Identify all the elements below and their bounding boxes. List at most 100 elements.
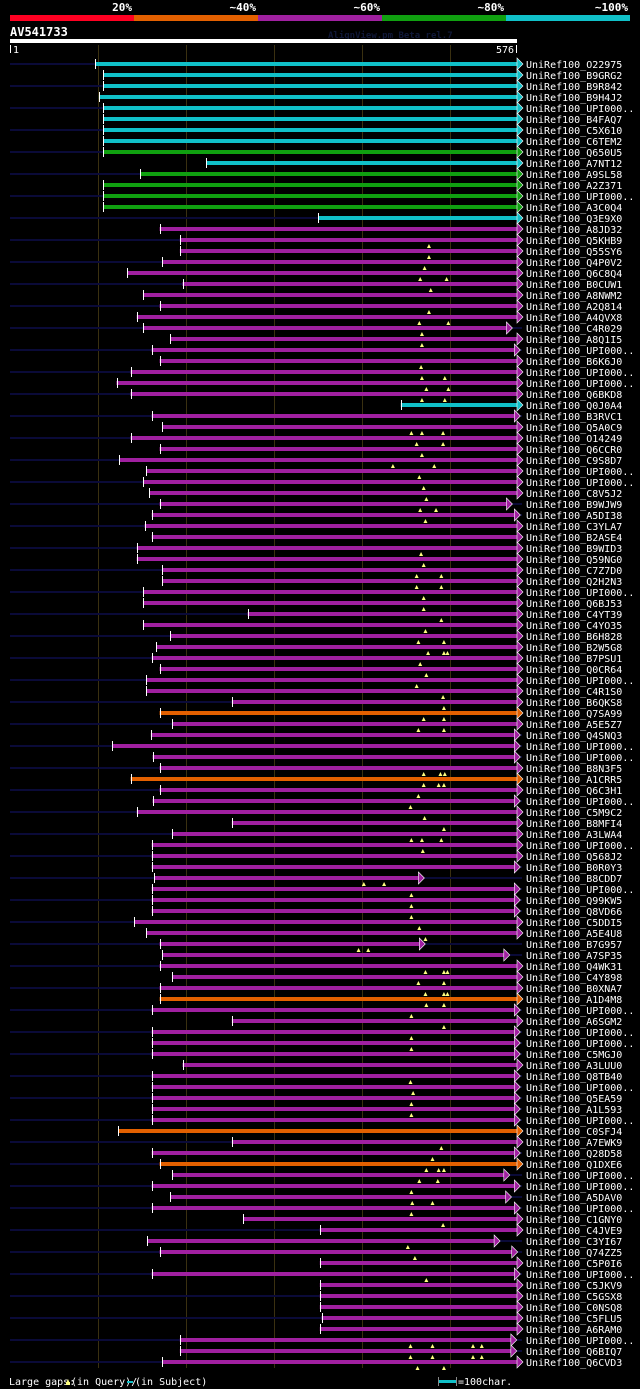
hit-label[interactable]: UniRef100_A7EWK9	[526, 1138, 622, 1149]
alignment-row[interactable]: UniRef100_C0SFJ4	[118, 1124, 622, 1138]
hit-label[interactable]: UniRef100_A2Q814	[526, 302, 622, 313]
alignment-row[interactable]: UniRef100_Q5EA59	[10, 1091, 622, 1106]
alignment-row[interactable]: UniRef100_Q99KW5	[10, 893, 622, 908]
hit-label[interactable]: UniRef100_C3YLA7	[526, 522, 622, 533]
alignment-row[interactable]: UniRef100_A5DI38	[151, 508, 623, 523]
alignment-row[interactable]: UniRef100_A1D4M8	[159, 992, 623, 1007]
hit-label[interactable]: UniRef100_B6QKS8	[526, 698, 622, 709]
hit-label[interactable]: UniRef100_Q4SNQ3	[526, 731, 622, 742]
alignment-row[interactable]: UniRef100_UPI000..	[10, 475, 634, 490]
hit-label[interactable]: UniRef100_UPI000..	[526, 588, 634, 599]
alignment-row[interactable]: UniRef100_UPI000..	[152, 750, 635, 764]
alignment-row[interactable]: UniRef100_Q59NG0	[136, 552, 623, 567]
hit-label[interactable]: UniRef100_UPI000..	[526, 1204, 634, 1215]
alignment-row[interactable]: UniRef100_Q8TB40	[10, 1069, 622, 1084]
alignment-row[interactable]: UniRef100_UPI000..	[146, 464, 634, 479]
alignment-row[interactable]: UniRef100_Q4P0V2	[10, 255, 622, 270]
hit-label[interactable]: UniRef100_B4FAQ7	[526, 115, 622, 126]
hit-label[interactable]: UniRef100_UPI000..	[526, 742, 634, 753]
alignment-row[interactable]: UniRef100_A3C0Q4	[103, 200, 622, 214]
alignment-row[interactable]: UniRef100_Q74ZZ5	[10, 1245, 622, 1260]
alignment-row[interactable]: UniRef100_C4R1S0	[146, 684, 622, 699]
alignment-row[interactable]: UniRef100_A8NWM2	[142, 288, 622, 302]
hit-label[interactable]: UniRef100_A8NWM2	[526, 291, 622, 302]
alignment-row[interactable]: UniRef100_B9WJW9	[10, 497, 622, 512]
hit-label[interactable]: UniRef100_B0XNA7	[526, 984, 622, 995]
alignment-row[interactable]: UniRef100_Q6C3H1	[10, 783, 622, 798]
hit-label[interactable]: UniRef100_B8N3F5	[526, 764, 622, 775]
alignment-row[interactable]: UniRef100_Q568J2	[10, 849, 622, 863]
hit-label[interactable]: UniRef100_C4Y898	[526, 973, 622, 984]
alignment-row[interactable]: UniRef100_B9GRG2	[103, 68, 622, 82]
hit-label[interactable]: UniRef100_C6TEM2	[526, 137, 622, 148]
hit-label[interactable]: UniRef100_UPI000..	[526, 467, 634, 478]
alignment-row[interactable]: UniRef100_B3RVC1	[10, 409, 622, 423]
hit-label[interactable]: UniRef100_Q5A0C9	[526, 423, 622, 434]
hit-label[interactable]: UniRef100_A5DI38	[526, 511, 622, 522]
hit-label[interactable]: UniRef100_UPI000..	[526, 841, 634, 852]
hit-label[interactable]: UniRef100_B2W5G8	[526, 643, 622, 654]
hit-label[interactable]: UniRef100_C5DDI5	[526, 918, 622, 929]
alignment-row[interactable]: UniRef100_C5M9C2	[10, 805, 622, 820]
hit-label[interactable]: UniRef100_Q28D58	[526, 1149, 622, 1160]
alignment-row[interactable]: UniRef100_UPI000..	[10, 1179, 634, 1194]
hit-label[interactable]: UniRef100_Q0CR64	[526, 665, 622, 676]
alignment-row[interactable]: UniRef100_UPI000..	[10, 343, 634, 357]
alignment-row[interactable]: UniRef100_B0XNA7	[10, 981, 622, 996]
alignment-row[interactable]: UniRef100_A5E5Z7	[10, 717, 622, 732]
alignment-row[interactable]: UniRef100_UPI000..	[10, 189, 634, 203]
hit-label[interactable]: UniRef100_UPI000..	[526, 346, 634, 357]
alignment-row[interactable]: UniRef100_A5DAV0	[170, 1190, 622, 1205]
alignment-row[interactable]: UniRef100_C5DDI5	[10, 915, 622, 930]
hit-label[interactable]: UniRef100_Q650U5	[526, 148, 622, 159]
hit-label[interactable]: UniRef100_A3LUU0	[526, 1061, 622, 1072]
alignment-row[interactable]: UniRef100_B0CUW1	[10, 277, 622, 292]
hit-label[interactable]: UniRef100_B7PSU1	[526, 654, 622, 665]
alignment-row[interactable]: UniRef100_Q5KHB9	[10, 233, 622, 248]
alignment-row[interactable]: UniRef100_Q6C8Q4	[127, 266, 622, 281]
alignment-row[interactable]: UniRef100_O22975	[10, 57, 622, 71]
hit-label[interactable]: UniRef100_UPI000..	[526, 1116, 634, 1127]
hit-label[interactable]: UniRef100_C5M9C2	[526, 808, 622, 819]
alignment-row[interactable]: UniRef100_UPI000..	[10, 739, 634, 753]
hit-label[interactable]: UniRef100_UPI000..	[526, 676, 634, 687]
alignment-row[interactable]: UniRef100_A7SP35	[162, 948, 622, 962]
alignment-row[interactable]: UniRef100_B7PSU1	[10, 651, 622, 666]
alignment-row[interactable]: UniRef100_Q7SA99	[159, 706, 623, 721]
alignment-row[interactable]: UniRef100_A4QVX8	[136, 310, 623, 325]
alignment-row[interactable]: UniRef100_C4Y898	[171, 970, 622, 985]
alignment-row[interactable]: UniRef100_B8MFI4	[231, 816, 623, 831]
alignment-row[interactable]: UniRef100_C4JVE9	[10, 1223, 622, 1237]
alignment-row[interactable]: UniRef100_UPI000..	[151, 1036, 635, 1051]
hit-label[interactable]: UniRef100_A7NT12	[526, 159, 622, 170]
alignment-row[interactable]: UniRef100_A7NT12	[206, 156, 622, 170]
alignment-row[interactable]: UniRef100_A3LWA4	[10, 827, 622, 842]
hit-label[interactable]: UniRef100_UPI000..	[526, 478, 634, 489]
alignment-row[interactable]: UniRef100_C1GNY0	[243, 1212, 622, 1227]
alignment-row[interactable]: UniRef100_A2Q814	[10, 299, 622, 314]
alignment-row[interactable]: UniRef100_UPI000..	[10, 673, 634, 688]
hit-label[interactable]: UniRef100_Q6CVD3	[526, 1358, 622, 1369]
hit-label[interactable]: UniRef100_C8V5J2	[526, 489, 622, 500]
hit-label[interactable]: UniRef100_B8MFI4	[526, 819, 622, 830]
hit-label[interactable]: UniRef100_B0R0Y3	[526, 863, 622, 874]
alignment-row[interactable]: UniRef100_Q1DXE6	[10, 1157, 622, 1172]
alignment-row[interactable]: UniRef100_A2Z371	[103, 178, 622, 192]
hit-label[interactable]: UniRef100_UPI000..	[526, 885, 634, 896]
hit-label[interactable]: UniRef100_Q6BKD8	[526, 390, 622, 401]
hit-label[interactable]: UniRef100_Q6C3H1	[526, 786, 622, 797]
hit-label[interactable]: UniRef100_A5E5Z7	[526, 720, 622, 731]
hit-label[interactable]: UniRef100_C5GSX8	[526, 1292, 622, 1303]
hit-label[interactable]: UniRef100_UPI000..	[526, 192, 634, 203]
alignment-row[interactable]: UniRef100_C4YT39	[10, 607, 622, 622]
alignment-row[interactable]: UniRef100_Q8VD66	[151, 904, 623, 919]
alignment-row[interactable]: UniRef100_C7Z7D0	[10, 563, 622, 578]
hit-label[interactable]: UniRef100_UPI000..	[526, 1171, 634, 1182]
hit-label[interactable]: UniRef100_Q59NG0	[526, 555, 622, 566]
alignment-row[interactable]: UniRef100_A9SL58	[10, 167, 622, 181]
alignment-row[interactable]: UniRef100_UPI000..	[171, 1168, 634, 1183]
hit-label[interactable]: UniRef100_Q8VD66	[526, 907, 622, 918]
hit-label[interactable]: UniRef100_C9S8D7	[526, 456, 622, 467]
alignment-row[interactable]: UniRef100_Q5A0C9	[162, 420, 622, 435]
alignment-row[interactable]: UniRef100_A8JD32	[159, 222, 623, 236]
